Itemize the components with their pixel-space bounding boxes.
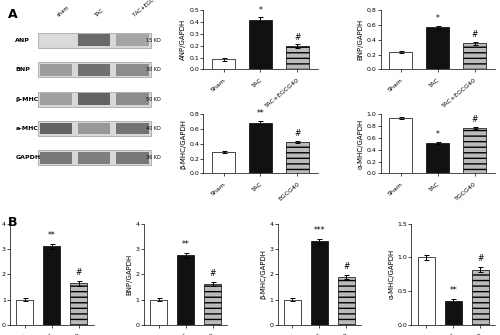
Bar xyxy=(116,123,148,134)
Text: BNP: BNP xyxy=(16,67,30,72)
Y-axis label: BNP/GAPDH: BNP/GAPDH xyxy=(127,254,133,295)
Text: TAC: TAC xyxy=(94,8,105,18)
Bar xyxy=(44,247,60,325)
Text: TAC+EGCG 40: TAC+EGCG 40 xyxy=(132,0,164,18)
Bar xyxy=(40,64,72,76)
Bar xyxy=(286,46,309,69)
Text: #: # xyxy=(210,269,216,278)
Y-axis label: α-MHC/GAPDH: α-MHC/GAPDH xyxy=(358,119,364,169)
Text: B: B xyxy=(8,216,17,229)
Bar xyxy=(150,299,167,325)
Bar xyxy=(212,59,235,69)
Bar xyxy=(286,142,309,174)
Bar xyxy=(70,283,87,325)
Bar xyxy=(284,299,301,325)
Bar xyxy=(464,43,486,69)
Text: **: ** xyxy=(182,240,190,249)
Bar xyxy=(116,35,148,46)
Text: **: ** xyxy=(450,286,457,295)
Bar xyxy=(78,35,110,46)
Y-axis label: β-MHC/GAPDH: β-MHC/GAPDH xyxy=(260,249,266,299)
Y-axis label: α-MHC/GAPDH: α-MHC/GAPDH xyxy=(388,249,394,299)
Bar xyxy=(390,52,412,69)
Text: **: ** xyxy=(256,109,264,118)
Bar xyxy=(78,123,110,134)
Bar xyxy=(40,152,72,164)
Text: *: * xyxy=(258,6,262,14)
Text: #: # xyxy=(472,30,478,39)
Text: #: # xyxy=(477,254,484,263)
Text: A: A xyxy=(8,8,17,21)
Bar xyxy=(418,257,434,325)
Text: #: # xyxy=(343,262,349,271)
Bar xyxy=(38,150,151,165)
Text: ANP: ANP xyxy=(16,38,30,43)
Text: *: * xyxy=(436,130,440,139)
Text: 50 KD: 50 KD xyxy=(146,96,161,102)
Bar xyxy=(311,242,328,325)
Text: 15 KD: 15 KD xyxy=(146,38,161,43)
Bar xyxy=(390,118,412,174)
Bar xyxy=(177,255,194,325)
Bar xyxy=(40,93,72,105)
Bar xyxy=(426,27,449,69)
Bar xyxy=(204,284,221,325)
Y-axis label: ANP/GAPDH: ANP/GAPDH xyxy=(180,19,186,60)
Bar xyxy=(426,143,449,174)
Text: β-MHC: β-MHC xyxy=(16,96,38,102)
Text: GAPDH: GAPDH xyxy=(16,155,40,160)
Bar xyxy=(249,19,272,69)
Bar xyxy=(116,93,148,105)
Bar xyxy=(464,128,486,174)
Text: #: # xyxy=(294,33,300,42)
Text: *: * xyxy=(436,14,440,23)
Bar xyxy=(78,93,110,105)
Bar xyxy=(38,121,151,136)
Bar xyxy=(38,62,151,77)
Text: a-MHC: a-MHC xyxy=(16,126,38,131)
Bar xyxy=(116,152,148,164)
Bar xyxy=(78,152,110,164)
Text: sham: sham xyxy=(56,5,70,18)
Text: 30 KD: 30 KD xyxy=(146,67,161,72)
Text: #: # xyxy=(294,129,300,138)
Bar xyxy=(116,64,148,76)
Bar xyxy=(16,299,33,325)
Bar xyxy=(40,123,72,134)
Bar xyxy=(249,123,272,174)
Text: 36 KD: 36 KD xyxy=(146,155,161,160)
Bar xyxy=(40,35,72,46)
Bar xyxy=(78,64,110,76)
Y-axis label: BNP/GAPDH: BNP/GAPDH xyxy=(358,19,364,60)
Bar xyxy=(445,301,462,325)
Y-axis label: β-MHC/GAPDH: β-MHC/GAPDH xyxy=(180,119,186,169)
Bar xyxy=(38,91,151,107)
Text: 40 KD: 40 KD xyxy=(146,126,161,131)
Text: ***: *** xyxy=(314,226,325,235)
Text: #: # xyxy=(472,115,478,124)
Bar xyxy=(38,33,151,48)
Bar xyxy=(212,152,235,174)
Text: #: # xyxy=(76,268,82,277)
Text: **: ** xyxy=(48,231,56,240)
Bar xyxy=(472,270,488,325)
Bar xyxy=(338,277,354,325)
